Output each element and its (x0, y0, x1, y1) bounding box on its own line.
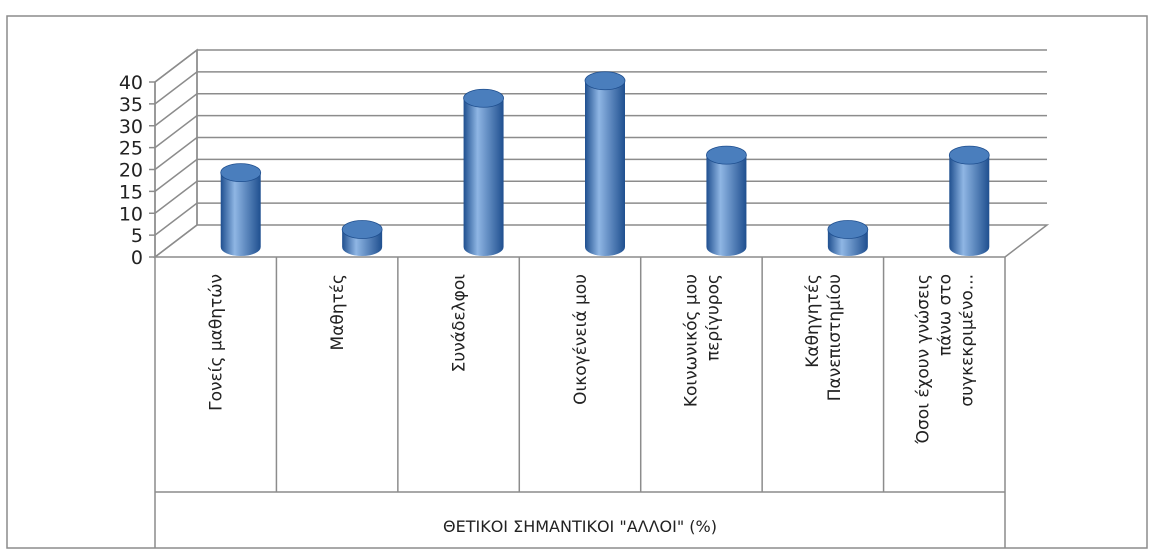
x-tick-label-line: Γονείς μαθητών (207, 274, 227, 411)
x-axis-title: ΘΕΤΙΚΟΙ ΣΗΜΑΝΤΙΚΟΙ "ΑΛΛΟΙ" (%) (443, 517, 717, 536)
bar (827, 220, 869, 256)
x-tick-label-line: Συνάδελφοι (450, 274, 470, 373)
bars (220, 71, 990, 256)
x-tick-label-line: Καθηγητές (803, 274, 823, 368)
bar-top (584, 71, 626, 91)
x-tick-label: Κοινωνικός μου περίγυρος (681, 274, 723, 407)
bar-body (949, 155, 990, 256)
bar (706, 145, 747, 256)
y-tick-label: 35 (119, 94, 143, 116)
x-tick-label: Γονείς μαθητών (207, 274, 227, 411)
bar-top (220, 163, 262, 183)
bar-top (706, 145, 747, 165)
bar-top (463, 88, 504, 108)
y-tick-label: 40 (119, 72, 143, 94)
gridline (154, 202, 1047, 236)
bar-body (463, 98, 504, 256)
y-tick-label: 15 (119, 181, 143, 203)
x-tick-label-line: συγκεκριμένο... (957, 274, 977, 407)
bar (584, 71, 626, 256)
bar-body (585, 80, 625, 256)
y-tick-label: 10 (119, 203, 143, 225)
gridline (154, 71, 1047, 105)
x-tick-label: Καθηγητές Πανεπιστημίου (803, 274, 845, 401)
x-tick-label-line: Πανεπιστημίου (825, 274, 845, 401)
gridline (154, 93, 1047, 127)
bar (948, 145, 990, 256)
gridline (154, 49, 1047, 83)
x-tick-label-line: Οικογένειά μου (571, 274, 591, 405)
y-tick-label: 25 (119, 138, 143, 160)
gridline (154, 136, 1047, 171)
bar-top (341, 220, 383, 239)
gridline (154, 114, 1047, 149)
x-tick-label-line: Κοινωνικός μου (681, 274, 701, 407)
y-tick-label: 30 (119, 116, 143, 138)
x-tick-label: Οικογένειά μου (571, 274, 591, 405)
bar (463, 88, 504, 256)
x-tick-label: Όσοι έχουν γνώσεις πάνω στο συγκεκριμένο..… (913, 274, 977, 445)
x-tick-label-line: περίγυρος (703, 274, 723, 361)
x-tick-label-line: Όσοι έχουν γνώσεις (913, 274, 933, 445)
y-tick-label: 5 (131, 225, 143, 247)
x-tick-label-line: πάνω στο (935, 274, 955, 356)
floor (152, 224, 1050, 258)
x-tick-label-line: Μαθητές (328, 274, 348, 350)
x-tick-label: Συνάδελφοι (450, 274, 470, 373)
gridline (154, 180, 1047, 214)
bar-top (827, 220, 869, 239)
bar-body (220, 172, 261, 256)
gridline (154, 158, 1047, 192)
x-axis: Γονείς μαθητών Μαθητές Συνάδελφοι Οικογένει… (154, 257, 1006, 548)
bar-body (706, 155, 747, 256)
bar-top (948, 145, 990, 165)
y-tick-label: 20 (119, 160, 143, 182)
gridlines (154, 49, 1047, 236)
bar (220, 163, 262, 256)
y-tick-label: 0 (131, 247, 143, 269)
bar (341, 220, 383, 256)
x-tick-label: Μαθητές (328, 274, 348, 350)
